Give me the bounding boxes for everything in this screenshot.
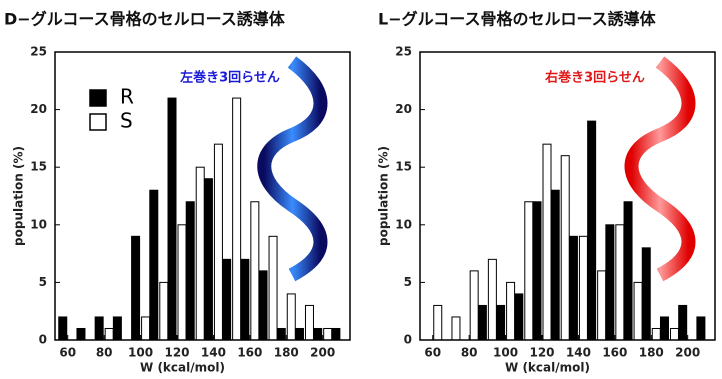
bar (324, 328, 332, 340)
x-tick-label: 60 (59, 346, 76, 360)
figure: D−グルコース骨格のセルロース誘導体0510152025608010012014… (0, 0, 722, 375)
bar (204, 179, 212, 340)
legend-swatch (90, 114, 106, 130)
bar (186, 202, 194, 340)
bar (551, 190, 559, 340)
bar (295, 328, 303, 340)
bar (569, 236, 577, 340)
bar (543, 144, 551, 340)
x-tick-label: 160 (237, 346, 262, 360)
x-tick-label: 140 (201, 346, 226, 360)
bar (223, 259, 231, 340)
bar (150, 190, 158, 340)
x-tick-label: 120 (164, 346, 189, 360)
bar (142, 317, 150, 340)
bar (132, 236, 140, 340)
bar (251, 202, 259, 340)
bar (697, 317, 705, 340)
bar (606, 225, 614, 340)
bar (497, 305, 505, 340)
legend-label: S (120, 109, 133, 133)
bar (105, 328, 113, 340)
chart-title: L−グルコース骨格のセルロース誘導体 (378, 10, 657, 29)
annotation: 右巻き3回らせん (544, 70, 645, 86)
bar (624, 202, 632, 340)
bar (241, 259, 249, 340)
bar (314, 328, 322, 340)
bar (579, 236, 587, 340)
bar (277, 328, 285, 340)
x-axis-title: W (kcal/mol) (505, 361, 590, 375)
y-tick-label: 25 (30, 45, 47, 59)
y-tick-label: 10 (395, 217, 412, 231)
bar (533, 202, 541, 340)
x-tick-label: 200 (310, 346, 335, 360)
legend-label: R (120, 85, 134, 109)
bar (59, 317, 67, 340)
bar (525, 202, 533, 340)
x-tick-label: 160 (602, 346, 627, 360)
helix-right (632, 62, 689, 275)
y-tick-label: 20 (30, 102, 47, 116)
bar (305, 305, 313, 340)
bar (95, 317, 103, 340)
x-tick-label: 80 (96, 346, 113, 360)
bar (178, 225, 186, 340)
bar (332, 328, 340, 340)
x-tick-label: 180 (274, 346, 299, 360)
x-tick-label: 140 (566, 346, 591, 360)
bar (652, 328, 660, 340)
chart-title: D−グルコース骨格のセルロース誘導体 (4, 10, 286, 29)
bar (507, 282, 515, 340)
bar (269, 236, 277, 340)
x-tick-label: 120 (529, 346, 554, 360)
bar (233, 98, 241, 340)
bar (287, 294, 295, 340)
x-tick-label: 80 (461, 346, 478, 360)
y-tick-label: 25 (395, 45, 412, 59)
bar (77, 328, 85, 340)
x-tick-label: 100 (493, 346, 518, 360)
y-tick-label: 0 (404, 333, 412, 347)
bar (670, 328, 678, 340)
bar (642, 248, 650, 340)
y-tick-label: 15 (30, 160, 47, 174)
bar (679, 305, 687, 340)
x-tick-label: 60 (424, 346, 441, 360)
bar (259, 271, 267, 340)
bar (598, 271, 606, 340)
bar (113, 317, 121, 340)
y-tick-label: 15 (395, 160, 412, 174)
y-tick-label: 0 (39, 333, 47, 347)
x-axis-title: W (kcal/mol) (140, 361, 225, 375)
bar (634, 282, 642, 340)
bar (588, 121, 596, 340)
bar (160, 282, 168, 340)
y-tick-label: 5 (404, 275, 412, 289)
bar (660, 317, 668, 340)
bar (478, 305, 486, 340)
x-tick-label: 200 (675, 346, 700, 360)
bar (214, 144, 222, 340)
bar (515, 294, 523, 340)
bar (561, 156, 569, 340)
y-axis-title: population (%) (12, 146, 26, 246)
bar (434, 305, 442, 340)
annotation: 左巻き3回らせん (180, 70, 280, 86)
x-tick-label: 100 (128, 346, 153, 360)
y-tick-label: 5 (39, 275, 47, 289)
x-tick-label: 180 (639, 346, 664, 360)
bar (488, 259, 496, 340)
y-tick-label: 20 (395, 102, 412, 116)
legend-swatch (90, 90, 106, 106)
y-tick-label: 10 (30, 217, 47, 231)
bar (452, 317, 460, 340)
bar (470, 271, 478, 340)
bar (196, 167, 204, 340)
bar (168, 98, 176, 340)
y-axis-title: population (%) (377, 146, 391, 246)
bar (616, 225, 624, 340)
